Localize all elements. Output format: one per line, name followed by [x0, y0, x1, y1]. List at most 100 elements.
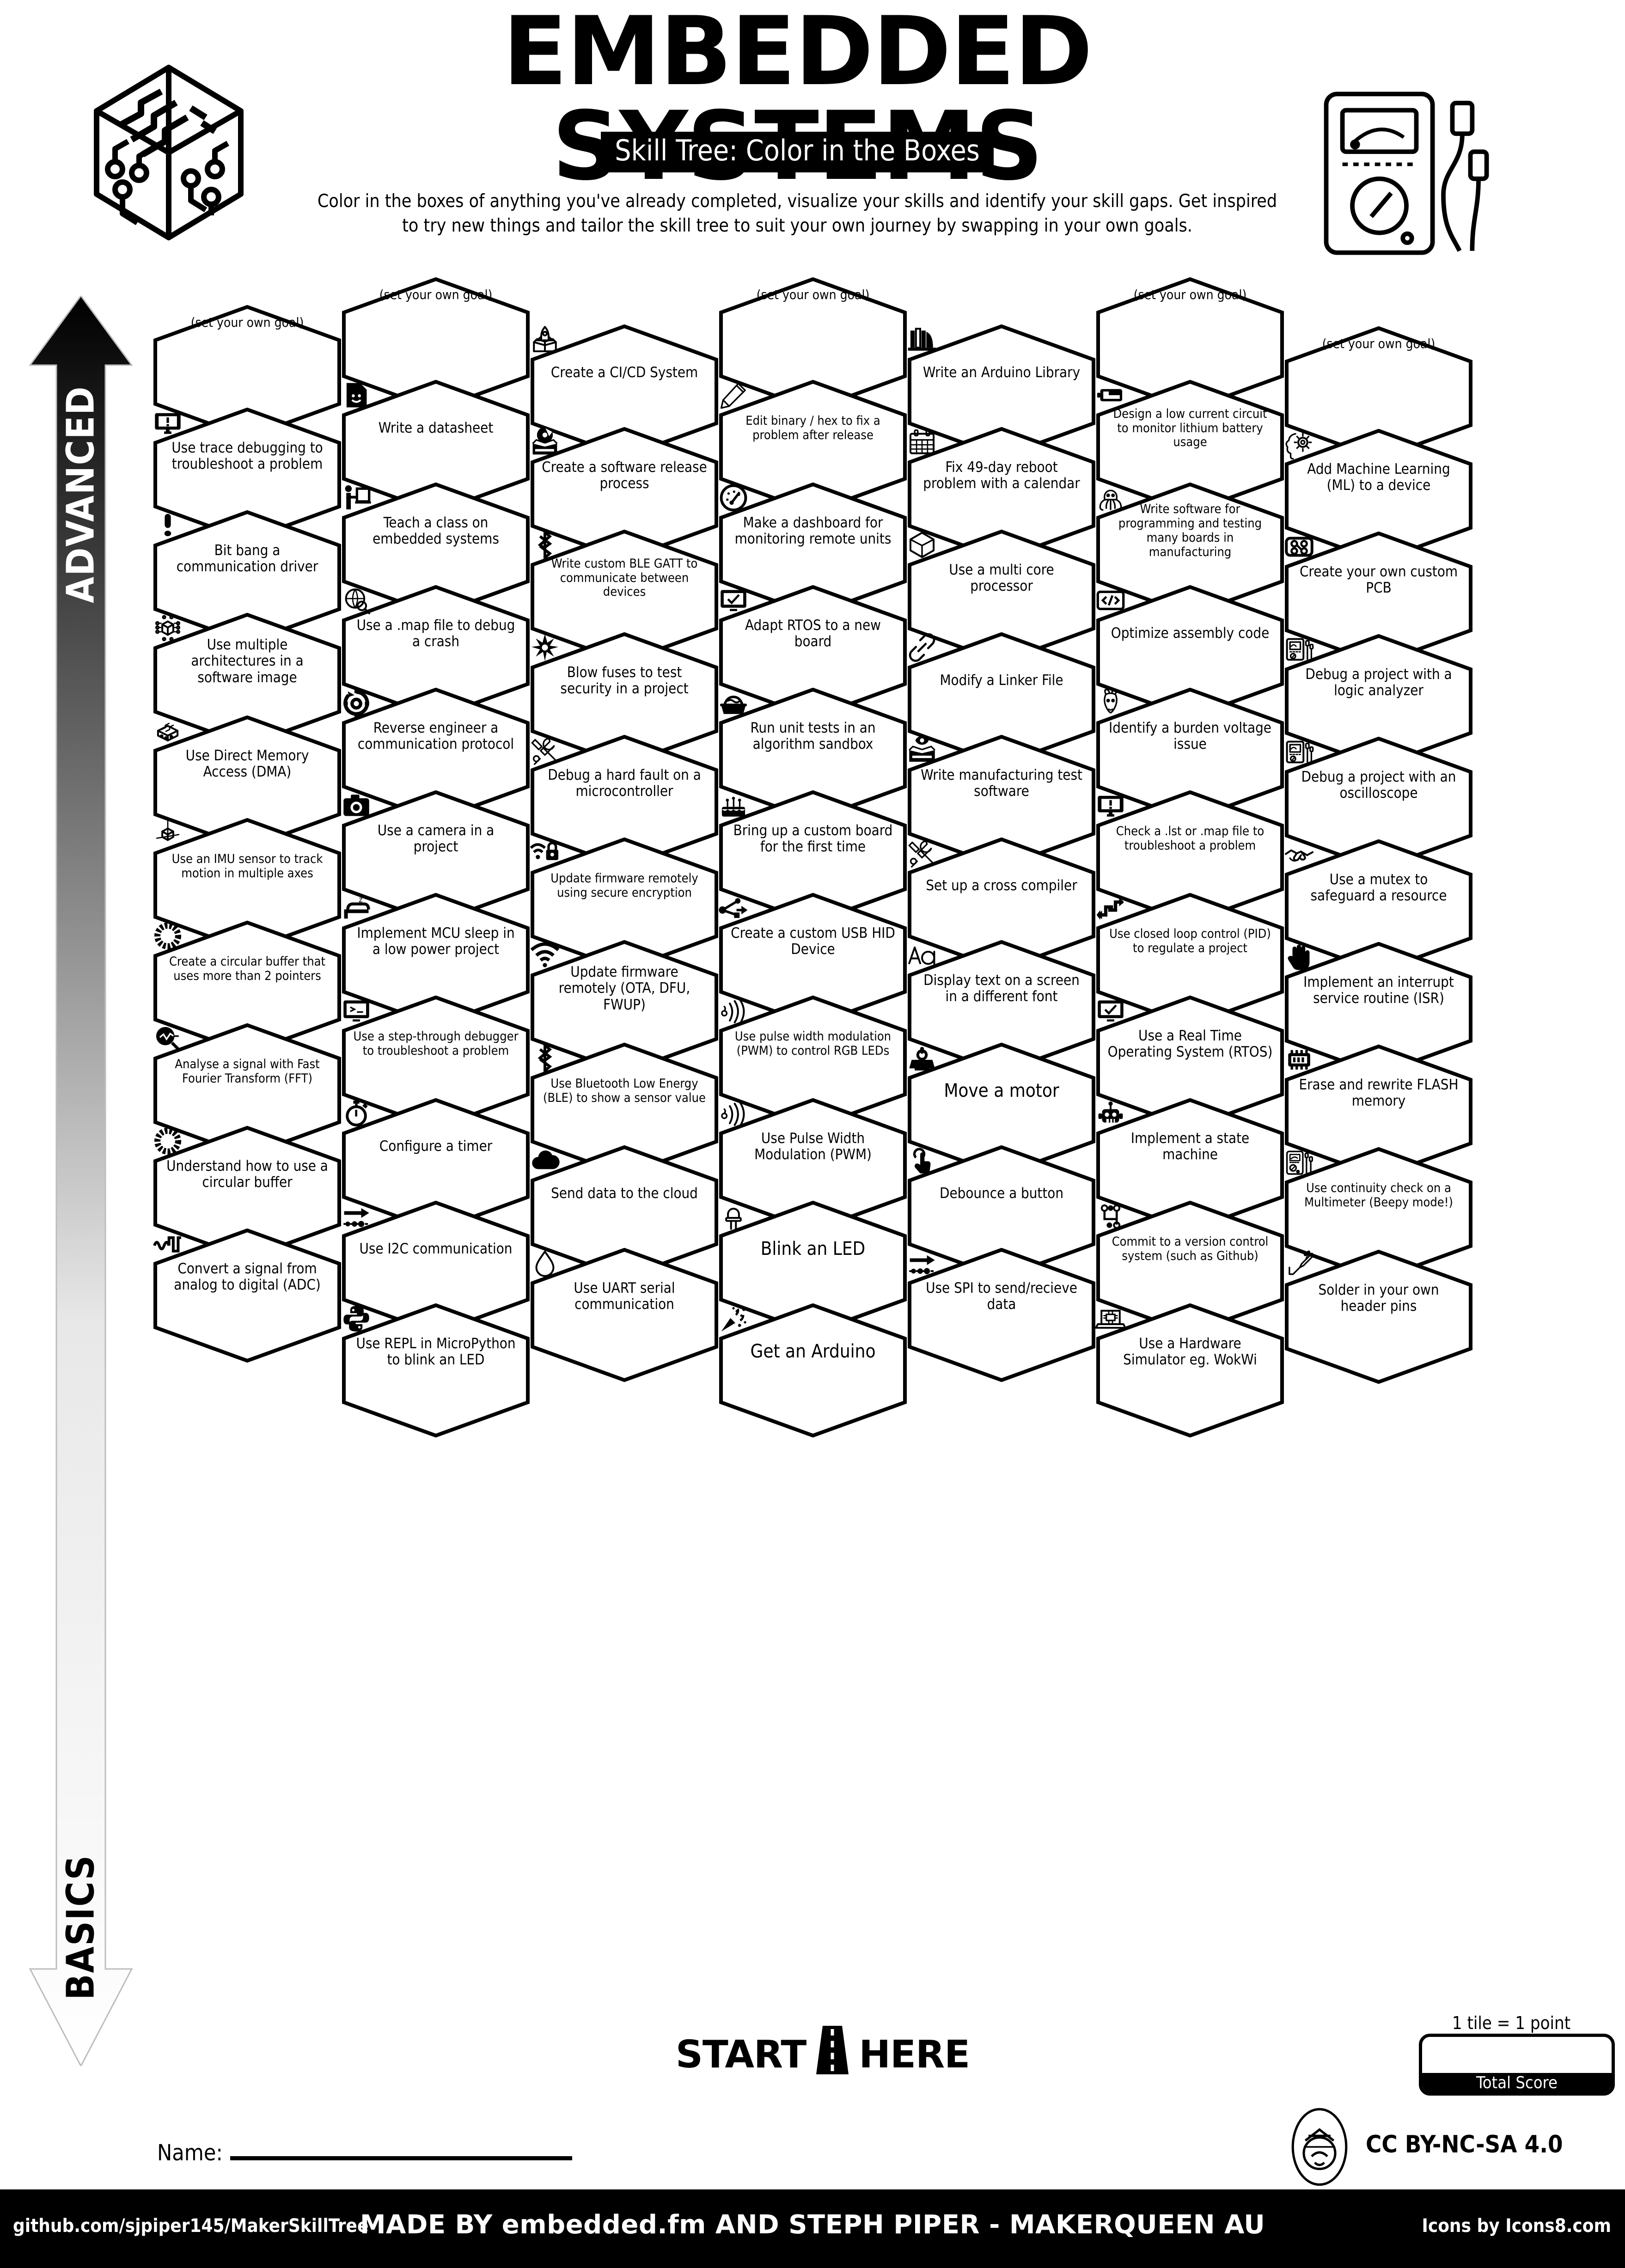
- skill-tile[interactable]: Blink an LED: [718, 1201, 908, 1335]
- skill-tile[interactable]: Convert a signal from analog to digital …: [153, 1229, 342, 1363]
- skill-tile[interactable]: Create a custom USB HID Device: [718, 893, 908, 1027]
- page-subtitle: Skill Tree: Color in the Boxes: [601, 132, 994, 172]
- svg-text:z: z: [359, 895, 363, 904]
- skill-tile[interactable]: Use multiple architectures in a software…: [153, 613, 342, 747]
- skill-tile-label: Edit binary / hex to fix a problem after…: [745, 414, 880, 442]
- skill-tile[interactable]: Update firmware remotely (OTA, DFU, FWUP…: [530, 940, 719, 1074]
- start-label: START: [675, 2032, 806, 2077]
- skill-tile-label: Use Pulse Width Modulation (PWM): [754, 1130, 872, 1163]
- skill-tile-label: (set your own goal): [756, 287, 870, 302]
- skill-tile[interactable]: Use Direct Memory Access (DMA): [153, 715, 342, 850]
- skill-tile-label: Use REPL in MicroPython to blink an LED: [356, 1335, 516, 1368]
- skill-tile[interactable]: Get an Arduino: [718, 1303, 908, 1437]
- skill-tile[interactable]: Use trace debugging to troubleshoot a pr…: [153, 408, 342, 542]
- footer-icons-credit[interactable]: Icons by Icons8.com: [1422, 2215, 1612, 2237]
- skill-tile-label: Use I2C communication: [359, 1241, 513, 1258]
- skill-tile-label: Implement an interrupt service routine (…: [1303, 973, 1454, 1007]
- skill-tile[interactable]: Configure a timer: [341, 1098, 531, 1232]
- score-hint: 1 tile = 1 point: [1452, 2013, 1571, 2033]
- skill-tile-label: Configure a timer: [379, 1138, 493, 1155]
- skill-tile-label: Use a Real Time Operating System (RTOS): [1107, 1027, 1273, 1060]
- skill-tile[interactable]: Use closed loop control (PID) to regulat…: [1095, 893, 1285, 1027]
- skill-tile[interactable]: Display text on a screen in a different …: [907, 940, 1096, 1074]
- license-text: CC BY-NC-SA 4.0: [1366, 2131, 1563, 2158]
- skill-tile-label: Debounce a button: [939, 1185, 1064, 1202]
- skill-tile[interactable]: Set up a cross compiler: [907, 838, 1096, 972]
- skill-tile[interactable]: Add Machine Learning (ML) to a device: [1284, 429, 1473, 563]
- skill-tile[interactable]: Use a step-through debugger to troublesh…: [341, 996, 531, 1130]
- skill-tile[interactable]: Debug a project with a logic analyzer: [1284, 634, 1473, 768]
- description-line-2: to try new things and tailor the skill t…: [402, 215, 1192, 236]
- skill-tile-label: Use Bluetooth Low Energy (BLE) to show a…: [543, 1076, 706, 1105]
- skill-tile-label: Design a low current circuit to monitor …: [1113, 406, 1267, 450]
- skill-tile[interactable]: Blow fuses to test security in a project: [530, 632, 719, 766]
- skill-tile-label: Fix 49-day reboot problem with a calenda…: [923, 458, 1080, 492]
- creative-commons-icon: [1280, 2108, 1359, 2186]
- skill-tile[interactable]: Commit to a version control system (such…: [1095, 1201, 1285, 1335]
- skill-tile-label: Identify a burden voltage issue: [1109, 719, 1271, 752]
- skill-tile[interactable]: Update firmware remotely using secure en…: [530, 838, 719, 972]
- skill-tile[interactable]: Write manufacturing test software: [907, 735, 1096, 869]
- level-gradient-arrow: [28, 294, 134, 2068]
- skill-tile-label: Solder in your own header pins: [1318, 1281, 1439, 1314]
- name-input-line[interactable]: [230, 2138, 572, 2160]
- name-field-row[interactable]: Name:: [157, 2138, 666, 2170]
- skill-tile[interactable]: Implement MCU sleep in a low power proje…: [341, 893, 531, 1027]
- skill-tile[interactable]: Create a software release process: [530, 427, 719, 561]
- skill-tile[interactable]: Write an Arduino Library: [907, 324, 1096, 458]
- skill-tile-label: Use a .map file to debug a crash: [356, 617, 515, 650]
- footer-credit: MADE BY embedded.fm AND STEPH PIPER - MA…: [360, 2210, 1265, 2240]
- skill-tile[interactable]: Reverse engineer a communication protoco…: [341, 688, 531, 822]
- skill-tile[interactable]: Edit binary / hex to fix a problem after…: [718, 380, 908, 514]
- skill-tile[interactable]: Modify a Linker File: [907, 632, 1096, 766]
- skill-tile-label: Bring up a custom board for the first ti…: [733, 822, 893, 855]
- skill-tile[interactable]: Use I2C communication: [341, 1201, 531, 1335]
- skill-tile-label: Reverse engineer a communication protoco…: [357, 719, 514, 752]
- skill-tile[interactable]: Use SPI to send/recieve data: [907, 1248, 1096, 1382]
- skill-tile[interactable]: Debounce a button: [907, 1145, 1096, 1279]
- skill-tile[interactable]: Implement a state machine: [1095, 1098, 1285, 1232]
- skill-tile-label: Understand how to use a circular buffer: [166, 1157, 328, 1191]
- skill-tile[interactable]: Implement an interrupt service routine (…: [1284, 942, 1473, 1076]
- total-score-box[interactable]: Total Score: [1419, 2034, 1615, 2096]
- footer-repo-link[interactable]: github.com/sjpiper145/MakerSkillTree: [13, 2215, 369, 2237]
- skill-tile[interactable]: (set your own goal): [1095, 277, 1285, 411]
- skill-tile-label: (set your own goal): [1322, 336, 1436, 351]
- skill-tile-label: Run unit tests in an algorithm sandbox: [750, 719, 876, 752]
- skill-tile-label: Use a mutex to safeguard a resource: [1310, 871, 1447, 904]
- skill-tile[interactable]: Use UART serial communication: [530, 1248, 719, 1382]
- skill-tile[interactable]: Create a circular buffer that uses more …: [153, 921, 342, 1055]
- skill-tile[interactable]: Use a Real Time Operating System (RTOS): [1095, 996, 1285, 1130]
- skill-tile-label: Use multiple architectures in a software…: [191, 636, 304, 686]
- skill-tile[interactable]: Use Pulse Width Modulation (PWM): [718, 1098, 908, 1232]
- skill-tile-label: Use a multi core processor: [949, 561, 1054, 594]
- skill-tile-label: Modify a Linker File: [940, 672, 1063, 689]
- here-label: HERE: [859, 2032, 970, 2077]
- skill-tile-label: Analyse a signal with Fast Fourier Trans…: [175, 1057, 320, 1086]
- skill-tile[interactable]: Erase and rewrite FLASH memory: [1284, 1045, 1473, 1179]
- skill-tile[interactable]: Solder in your own header pins: [1284, 1250, 1473, 1384]
- skill-tile[interactable]: Use a mutex to safeguard a resource: [1284, 839, 1473, 973]
- skill-tile-label: Use Direct Memory Access (DMA): [185, 747, 309, 780]
- skill-tile[interactable]: Check a .lst or .map file to troubleshoo…: [1095, 790, 1285, 924]
- circuit-cube-icon: [76, 60, 261, 245]
- skill-tile[interactable]: Optimize assembly code: [1095, 585, 1285, 719]
- skill-tile-label: Set up a cross compiler: [926, 877, 1077, 894]
- skill-tile[interactable]: Use REPL in MicroPython to blink an LED: [341, 1303, 531, 1437]
- skill-tile-label: Use SPI to send/recieve data: [926, 1279, 1077, 1313]
- description-line-1: Color in the boxes of anything you've al…: [317, 191, 1277, 212]
- page-header: EMBEDDED SYSTEMS Skill Tree: Color in th…: [0, 0, 1625, 277]
- skill-tile[interactable]: Fix 49-day reboot problem with a calenda…: [907, 427, 1096, 561]
- skill-tile-label: (set your own goal): [190, 315, 304, 330]
- skill-tile-label: Erase and rewrite FLASH memory: [1299, 1076, 1459, 1109]
- skill-tile[interactable]: Use a Hardware Simulator eg. WokWi: [1095, 1303, 1285, 1437]
- skill-tile[interactable]: Understand how to use a circular buffer: [153, 1126, 342, 1260]
- skill-tile-label: Blow fuses to test security in a project: [560, 664, 689, 697]
- skill-tile-label: Use UART serial communication: [574, 1279, 675, 1313]
- skill-tile[interactable]: Bring up a custom board for the first ti…: [718, 790, 908, 924]
- skill-tile-label: Move a motor: [944, 1080, 1059, 1102]
- skill-tile-label: Write manufacturing test software: [921, 766, 1082, 800]
- skill-tile-label: Use an IMU sensor to track motion in mul…: [171, 852, 323, 880]
- skill-tile[interactable]: Write custom BLE GATT to communicate bet…: [530, 530, 719, 664]
- skill-tile[interactable]: Write software for programming and testi…: [1095, 483, 1285, 617]
